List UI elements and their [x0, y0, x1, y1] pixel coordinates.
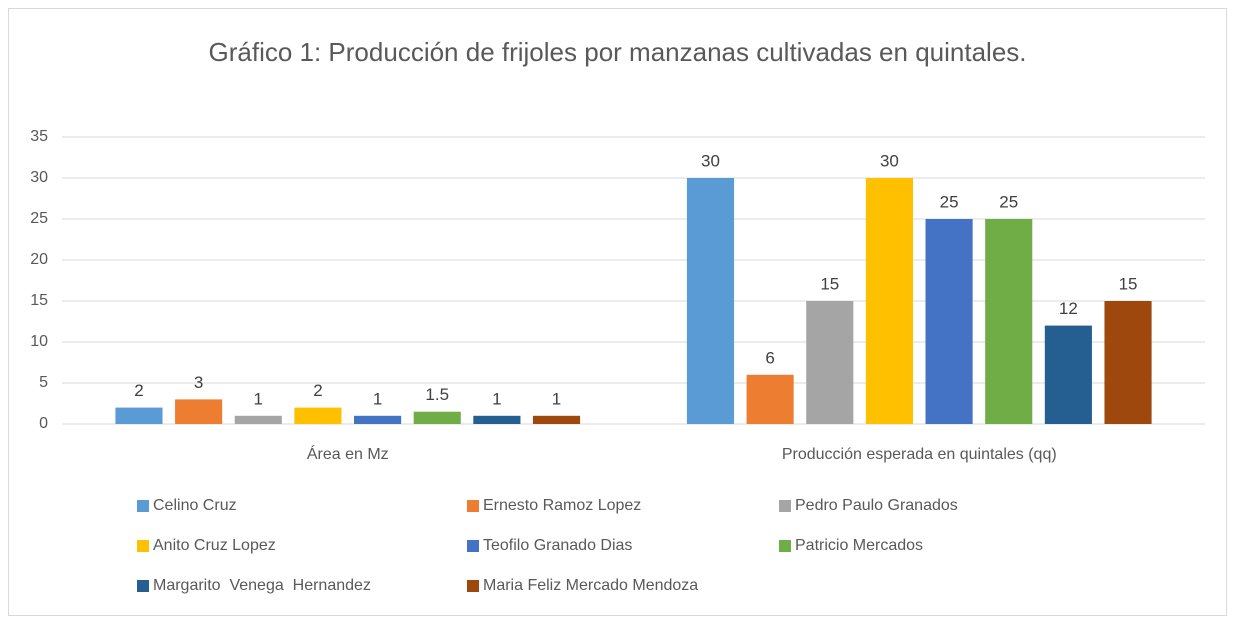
legend-swatch: [467, 500, 479, 512]
legend-swatch: [137, 540, 149, 552]
legend-label: Pedro Paulo Granados: [795, 497, 958, 514]
data-label: 1: [254, 389, 263, 408]
bar: [686, 178, 735, 424]
chart-title: Gráfico 1: Producción de frijoles por ma…: [208, 37, 1027, 67]
bar: [746, 374, 794, 424]
legend-swatch: [467, 540, 479, 552]
y-tick-label: 0: [39, 415, 48, 432]
data-label: 1: [373, 389, 382, 408]
legend-swatch: [779, 500, 791, 512]
legend-swatch: [467, 580, 479, 592]
data-label: 30: [701, 151, 720, 170]
x-tick-label: Área en Mz: [307, 444, 389, 463]
y-tick-label: 30: [30, 169, 48, 186]
data-label: 1: [552, 389, 561, 408]
bar: [532, 415, 581, 424]
legend-label: Ernesto Ramoz Lopez: [483, 497, 641, 514]
legend-label: Anito Cruz Lopez: [153, 537, 276, 554]
data-label: 25: [999, 192, 1018, 211]
bar: [294, 407, 342, 424]
bar: [925, 219, 973, 424]
y-tick-label: 25: [30, 210, 48, 227]
bar: [115, 407, 163, 424]
bar: [175, 399, 223, 424]
bar: [1044, 325, 1092, 424]
data-label: 15: [1119, 274, 1138, 293]
data-label: 2: [313, 381, 322, 400]
legend-label: Maria Feliz Mercado Mendoza: [483, 577, 698, 594]
bar: [865, 178, 913, 424]
data-label: 12: [1059, 299, 1078, 318]
data-label: 6: [765, 348, 774, 367]
data-label: 1.5: [425, 385, 449, 404]
data-label: 2: [134, 381, 143, 400]
y-tick-label: 15: [30, 292, 48, 309]
x-tick-label: Producción esperada en quintales (qq): [782, 446, 1057, 463]
y-tick-label: 20: [30, 251, 48, 268]
legend-label: Teofilo Granado Dias: [483, 537, 632, 554]
y-tick-label: 35: [30, 128, 48, 145]
bar: [473, 415, 521, 424]
legend-swatch: [137, 580, 149, 592]
bar: [1104, 301, 1152, 424]
bar: [413, 411, 461, 424]
bar: [354, 415, 402, 424]
y-tick-label: 10: [30, 333, 48, 350]
data-label: 1: [492, 389, 501, 408]
legend-swatch: [137, 500, 149, 512]
legend-label: Celino Cruz: [153, 497, 237, 514]
legend-label: Margarito Venega Hernandez: [153, 577, 371, 594]
data-label: 3: [194, 373, 203, 392]
bar: [985, 219, 1033, 424]
data-label: 15: [820, 274, 839, 293]
data-label: 30: [880, 151, 899, 170]
chart-border: [8, 8, 1227, 616]
legend-swatch: [779, 540, 791, 552]
legend-label: Patricio Mercados: [795, 537, 923, 554]
data-label: 25: [940, 192, 959, 211]
bar: [806, 301, 854, 424]
bar: [234, 415, 282, 424]
y-tick-label: 5: [39, 374, 48, 391]
